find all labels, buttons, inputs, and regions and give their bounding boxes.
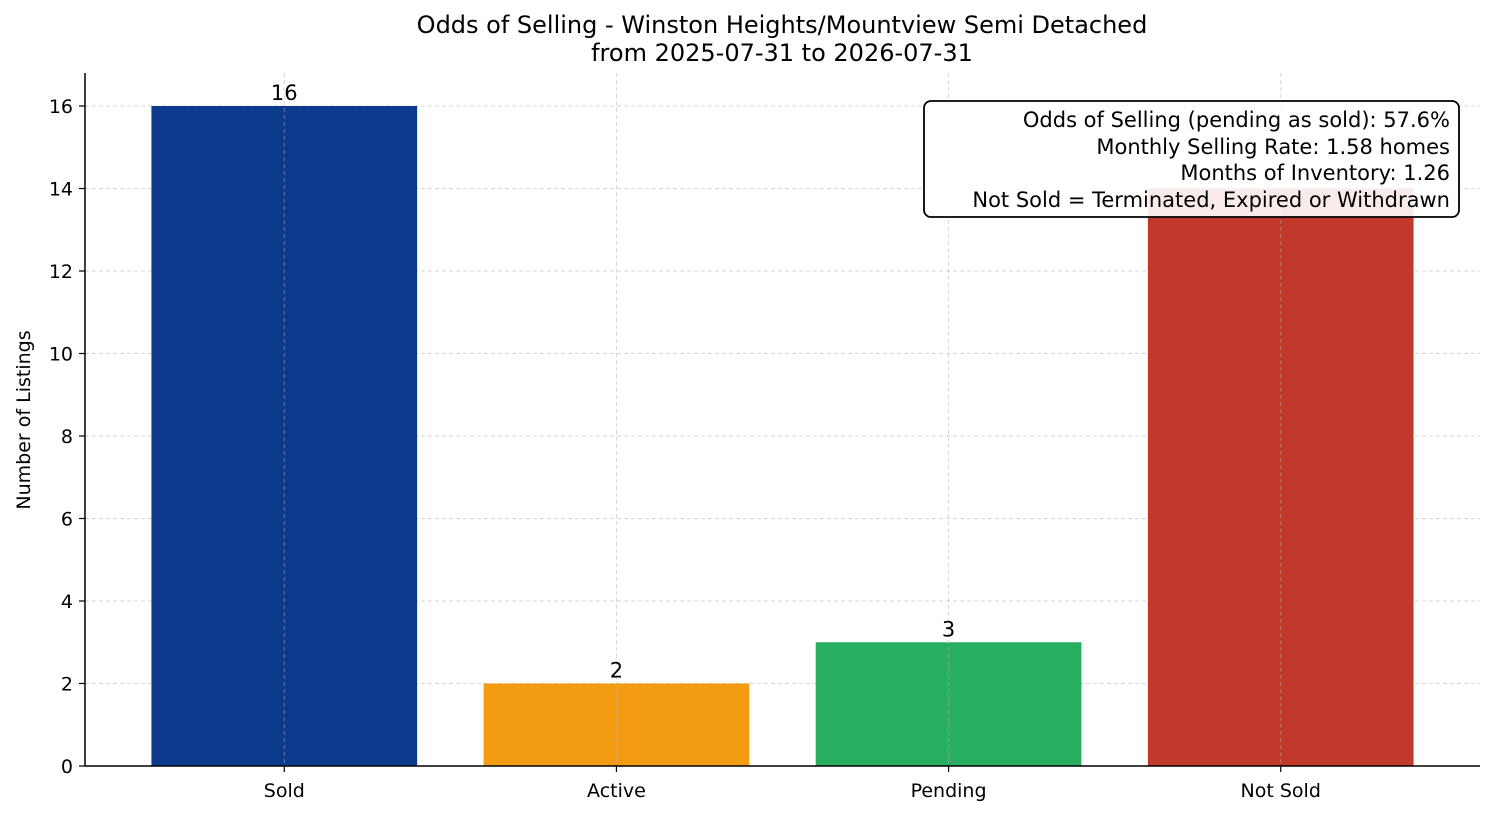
bar-value-label: 3 [942,617,955,641]
bars [151,73,1414,766]
y-tick-label: 16 [49,96,73,118]
y-tick-label: 14 [49,179,73,201]
annotation-frame [923,100,1460,218]
annotation-box: Odds of Selling (pending as sold): 57.6%… [923,100,1460,218]
annotation-months-inventory: Months of Inventory: 1.26 [1180,161,1450,185]
ticks: 0 2 4 6 8 10 12 14 16 Sold Active Pending Not Sold [49,96,1321,802]
x-tick-label: Pending [911,780,987,802]
y-tick-label: 12 [49,261,73,283]
chart-title: Odds of Selling - Winston Heights/Mountv… [417,11,1148,39]
bar-value-label: 2 [610,659,623,683]
annotation-selling-rate: Monthly Selling Rate: 1.58 homes [1096,135,1450,159]
y-tick-label: 2 [61,674,73,696]
x-tick-label: Not Sold [1241,780,1321,802]
x-tick-label: Sold [264,780,305,802]
bar-not-sold [1147,188,1414,766]
y-tick-label: 4 [61,591,73,613]
y-tick-label: 6 [61,509,73,531]
annotation-not-sold-note: Not Sold = Terminated, Expired or Withdr… [972,188,1450,212]
bar-sold [151,106,418,766]
x-tick-label: Active [587,780,646,802]
chart-subtitle: from 2025-07-31 to 2026-07-31 [591,39,973,67]
y-axis-title: Number of Listings [13,330,35,509]
y-tick-label: 8 [61,426,73,448]
annotation-odds: Odds of Selling (pending as sold): 57.6% [1023,108,1450,132]
bar-value-label: 16 [271,81,298,105]
y-tick-label: 0 [61,756,73,778]
y-tick-label: 10 [49,344,73,366]
